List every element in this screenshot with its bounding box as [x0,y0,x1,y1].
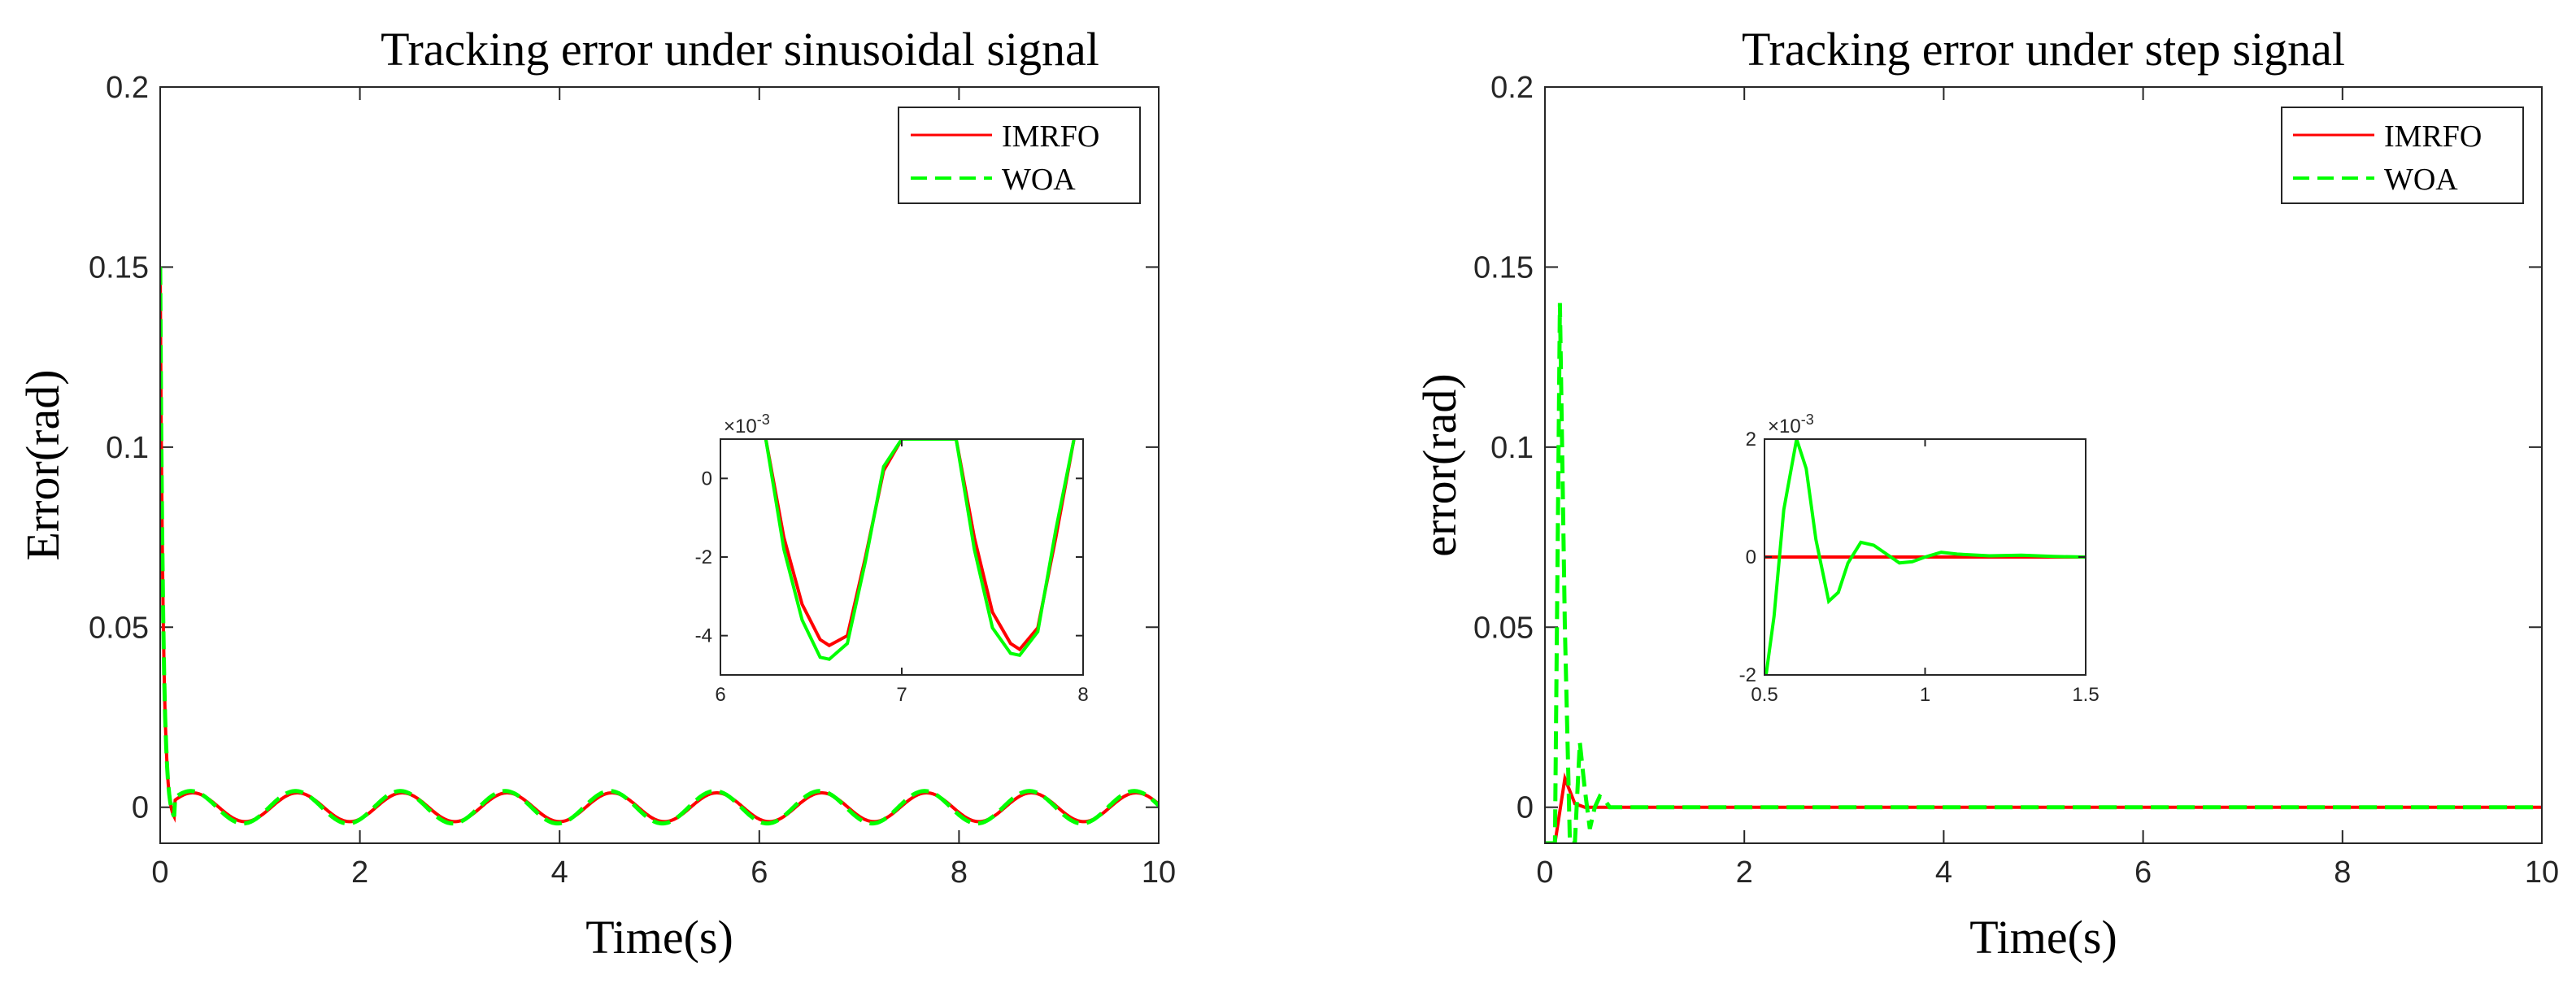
inset-series-line-woa [764,439,1076,661]
y-tick-label: 0.2 [1490,71,1534,105]
x-tick-labels: 0 2 4 6 8 10 [151,87,1176,890]
x-tick-label: 6 [715,684,725,706]
inset-x-tick-labels: 6 7 8 [715,439,1089,706]
series-line-woa [1545,302,2542,843]
y-axis-label: Error(rad) [16,369,69,560]
x-tick-label: 2 [351,855,368,890]
y-tick-labels: 0 0.05 0.1 0.15 0.2 [89,71,1159,825]
y-tick-label: 0.1 [106,431,149,465]
x-tick-label: 0 [151,855,168,890]
x-tick-label: 2 [1736,855,1753,890]
inset-background [720,439,1083,675]
inset-x-tick-labels: 0.5 1 1.5 [1751,439,2100,706]
inset-series-line-woa [1764,439,2086,675]
y-tick-labels: 0 0.05 0.1 0.15 0.2 [1473,71,2542,825]
y-tick-label: 0.1 [1490,431,1534,465]
legend-label-woa: WOA [1002,163,1076,197]
x-tick-label: 6 [2134,855,2152,890]
x-tick-label: 10 [1142,855,1176,890]
y-tick-label: 0.05 [89,611,149,645]
y-tick-label: -2 [695,546,712,568]
legend-label-imrfo: IMRFO [2384,120,2482,154]
x-tick-label: 6 [751,855,768,890]
x-axis-label: Time(s) [1969,911,2117,964]
y-tick-label: 0.2 [106,71,149,105]
legend-box [898,107,1141,204]
inset-plot-area [764,439,1076,661]
x-tick-label: 7 [896,684,907,706]
x-tick-label: 8 [2334,855,2351,890]
chart-sinusoidal-panel: Tracking error under sinusoidal signal 0… [16,23,1176,964]
series-line-imrfo [1545,772,2542,843]
legend-label-imrfo: IMRFO [1002,120,1099,154]
legend-label-woa: WOA [2384,163,2458,197]
y-tick-label: 0 [702,468,712,490]
inset-zoom: -4 -2 0 6 7 8 ×10-3 [695,411,1089,706]
x-tick-label: 1.5 [2072,684,2099,706]
inset-series-lines [764,439,1076,661]
axes-box [1544,86,2543,844]
legend: IMRFO WOA [898,107,1141,204]
y-tick-label: 0 [1516,791,1534,825]
x-tick-label: 4 [551,855,568,890]
inset-zoom: -2 0 2 0.5 1 1.5 ×10-3 [1739,411,2100,706]
legend: IMRFO WOA [2281,107,2524,204]
series-lines [160,267,1159,826]
inset-series-line-imrfo [764,439,1076,652]
axes-box [159,86,1160,844]
legend-box [2281,107,2524,204]
chart-title: Tracking error under sinusoidal signal [381,23,1099,76]
plot-area [1545,302,2542,843]
inset-exponent-label: ×10-3 [724,411,770,437]
chart-step-panel: Tracking error under step signal 0 0.05 0.… [1413,23,2559,964]
series-line-woa [160,267,1159,826]
inset-plot-area [1764,439,2086,675]
y-tick-label: -4 [695,625,712,647]
x-tick-labels: 0 2 4 6 8 10 [1536,87,2559,890]
y-tick-label: -2 [1739,664,1756,686]
inset-y-tick-labels: -2 0 2 [1739,429,2086,686]
x-tick-label: 10 [2525,855,2559,890]
y-axis-label: error(rad) [1413,373,1466,556]
x-tick-label: 0.5 [1751,684,1778,706]
y-tick-label: 0.15 [89,250,149,285]
series-lines [1545,302,2542,843]
y-tick-label: 0 [1746,546,1756,568]
y-tick-label: 0 [132,791,149,825]
x-tick-label: 0 [1536,855,1553,890]
inset-exponent-label: ×10-3 [1768,411,1814,437]
x-axis-label: Time(s) [585,911,733,964]
y-tick-label: 0.15 [1473,250,1534,285]
inset-y-tick-labels: -4 -2 0 [695,468,1083,647]
x-tick-label: 4 [1935,855,1952,890]
x-tick-label: 8 [1077,684,1088,706]
inset-series-lines [1764,439,2086,675]
y-tick-label: 2 [1746,429,1756,450]
chart-title: Tracking error under step signal [1742,23,2345,76]
plot-area [160,267,1159,826]
y-tick-label: 0.05 [1473,611,1534,645]
x-tick-label: 8 [951,855,968,890]
x-tick-label: 1 [1920,684,1930,706]
